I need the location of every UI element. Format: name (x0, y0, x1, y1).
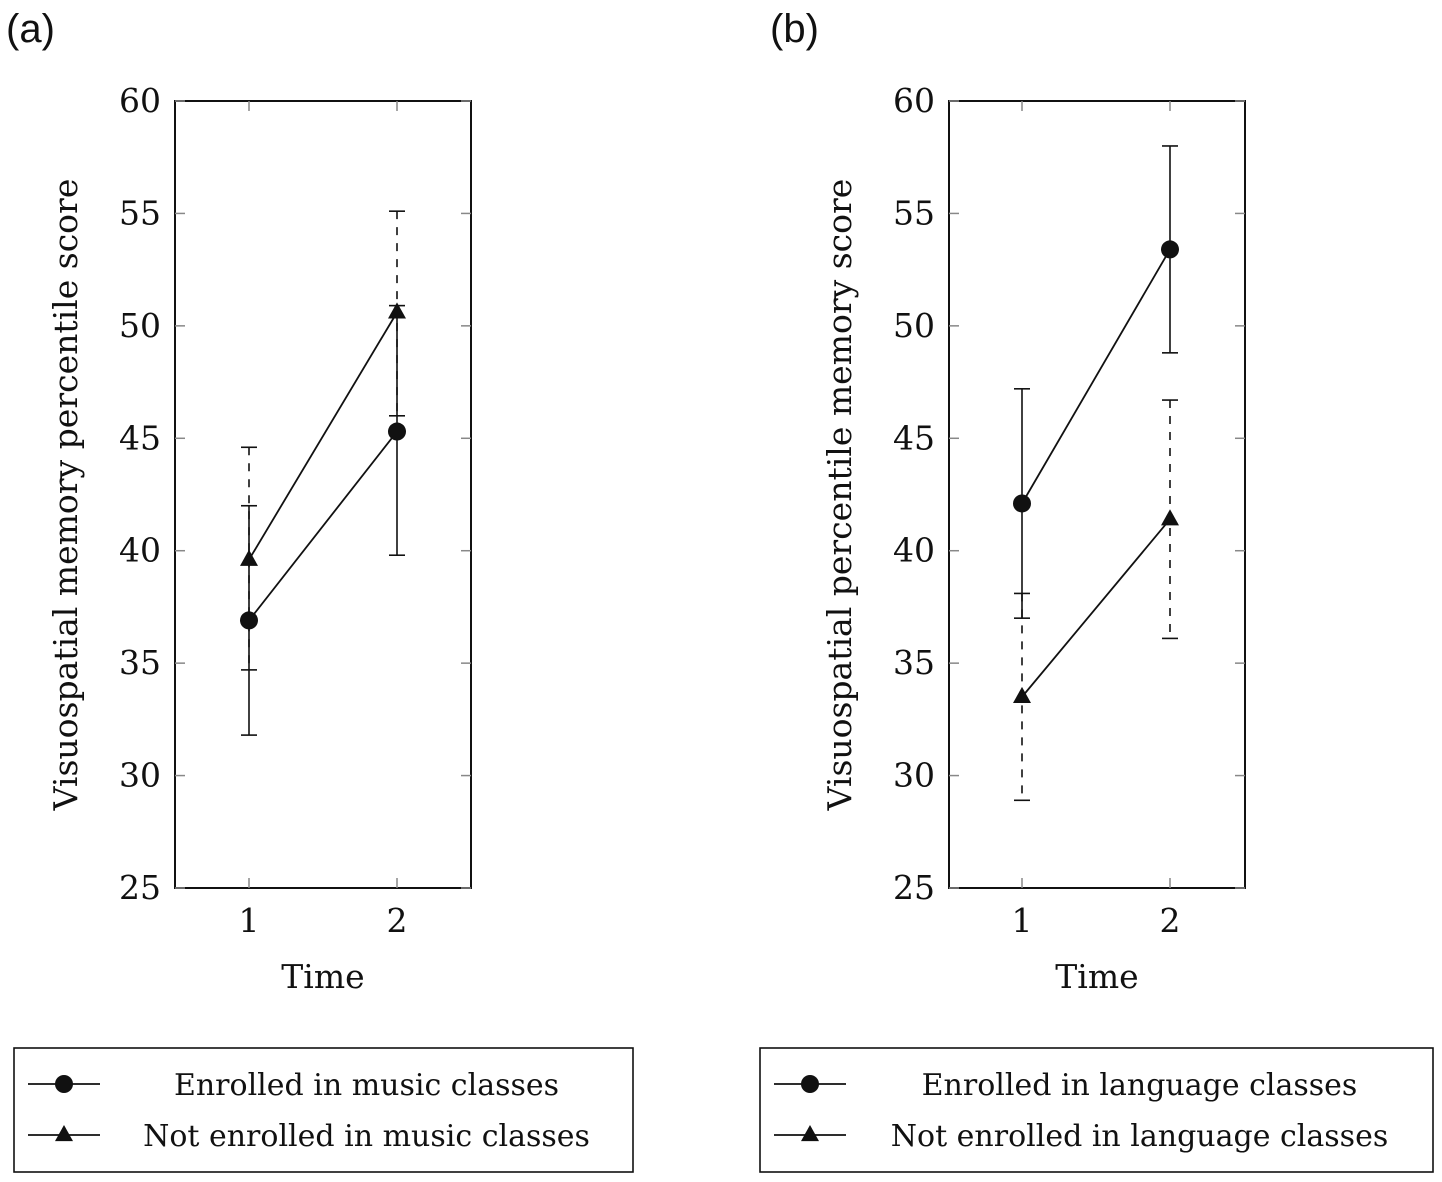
x-tick-label: 2 (387, 901, 408, 940)
y-tick-label: 35 (119, 643, 161, 682)
legend-label: Enrolled in music classes (174, 1068, 559, 1103)
plot-frame (174, 100, 472, 889)
data-point (1161, 240, 1179, 259)
y-tick-label: 45 (119, 418, 161, 457)
y-tick-label: 60 (893, 81, 935, 120)
chart-panel-1: (a) 25 30 35 40 45 50 55 60 1 2 Time Visuospatial me… (6, 7, 634, 1173)
y-tick-label: 40 (893, 531, 935, 570)
data-point (1161, 509, 1179, 526)
data-point (1013, 494, 1031, 513)
legend-box (759, 1047, 1434, 1173)
series-1 (240, 304, 406, 736)
y-tick-label: 30 (119, 756, 161, 795)
y-axis-label: Visuospatial percentile memory score (820, 179, 859, 812)
legend: Enrolled in music classes Not enrolled in… (13, 1047, 634, 1173)
data-point (1013, 686, 1031, 704)
y-axis-label: Visuospatial memory percentile score (46, 179, 85, 812)
series-2 (240, 210, 406, 671)
x-tick-label: 2 (1160, 901, 1181, 940)
legend: Enrolled in language classes Not enrolled… (759, 1047, 1434, 1173)
series-line (248, 311, 398, 561)
series-line (248, 430, 398, 621)
y-tick-label: 35 (893, 643, 935, 682)
y-tick-label: 25 (119, 868, 161, 907)
data-point (240, 549, 258, 566)
y-tick-label: 50 (119, 306, 161, 345)
legend-item: Not enrolled in music classes (28, 1119, 590, 1154)
data-point (388, 422, 406, 441)
legend-marker (801, 1075, 819, 1093)
y-tick-label: 25 (893, 868, 935, 907)
legend-label: Not enrolled in language classes (891, 1119, 1388, 1154)
plot-frame (948, 100, 1246, 889)
series-line (1021, 518, 1171, 698)
legend-marker (801, 1124, 819, 1142)
panel-label: (b) (770, 7, 819, 51)
x-axis-label: Time (281, 957, 364, 996)
data-point (240, 611, 258, 630)
x-axis-label: Time (1055, 957, 1138, 996)
legend-label: Not enrolled in music classes (143, 1119, 590, 1154)
panel-label: (a) (6, 7, 55, 51)
legend-item: Not enrolled in language classes (774, 1119, 1388, 1154)
y-tick-label: 50 (893, 306, 935, 345)
y-tick-label: 55 (893, 193, 935, 232)
series-2 (1013, 399, 1179, 802)
chart-panel-2: (b) 25 30 35 40 45 50 55 60 1 2 Time Visuospatial pe… (759, 7, 1434, 1173)
y-tick-label: 60 (119, 81, 161, 120)
legend-item: Enrolled in language classes (774, 1068, 1357, 1103)
legend-marker (55, 1075, 73, 1093)
data-point (388, 302, 406, 319)
legend-box (13, 1047, 634, 1173)
x-tick-label: 1 (1012, 901, 1033, 940)
y-tick-label: 55 (119, 193, 161, 232)
legend-item: Enrolled in music classes (28, 1068, 559, 1103)
y-tick-label: 40 (119, 531, 161, 570)
y-tick-label: 45 (893, 418, 935, 457)
series-line (1021, 248, 1171, 504)
y-tick-label: 30 (893, 756, 935, 795)
x-tick-label: 1 (239, 901, 260, 940)
legend-label: Enrolled in language classes (922, 1068, 1358, 1103)
series-1 (1013, 145, 1179, 619)
legend-marker (55, 1124, 73, 1142)
